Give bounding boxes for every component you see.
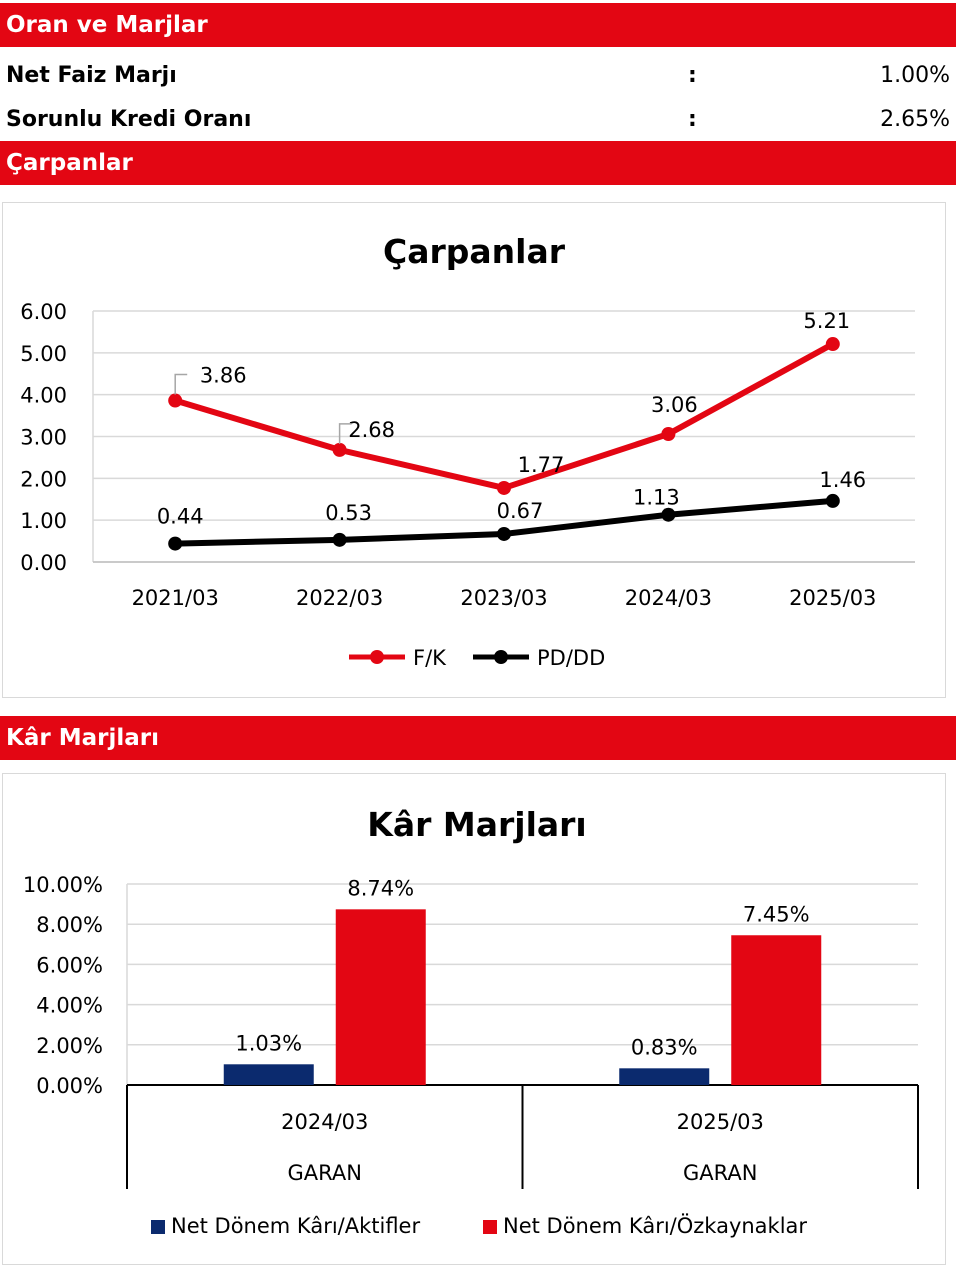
ratio-separator: : <box>688 107 697 132</box>
data-label: 1.46 <box>819 468 866 492</box>
ratio-separator: : <box>688 63 697 88</box>
data-point <box>332 442 347 457</box>
x-tick-ticker: GARAN <box>288 1161 362 1185</box>
data-label: 1.77 <box>518 453 565 477</box>
data-label: 0.67 <box>497 499 544 523</box>
legend-swatch <box>151 1220 165 1234</box>
y-tick-label: 2.00 <box>20 467 67 491</box>
x-tick-label: 2025/03 <box>677 1110 764 1134</box>
data-point <box>497 480 511 495</box>
y-tick-label: 3.00 <box>20 426 67 450</box>
ratio-label: Sorunlu Kredi Oranı <box>6 107 252 132</box>
y-tick-label: 5.00 <box>20 342 67 366</box>
data-label: 8.74% <box>347 876 414 900</box>
ratio-value: 2.65% <box>880 107 950 132</box>
data-label: 3.06 <box>651 393 698 417</box>
series-line-fk <box>174 341 835 491</box>
y-tick-label: 10.00% <box>23 873 103 897</box>
y-tick-label: 4.00% <box>36 994 103 1018</box>
ratio-label: Net Faiz Marjı <box>6 63 177 88</box>
ratio-row-net-faiz-marji: Net Faiz Marjı : 1.00% <box>0 54 956 98</box>
leader-line <box>174 373 188 395</box>
carpanlar-line-chart: Çarpanlar 6.00 5.00 4.00 3.00 2.00 1.00 0.00 202… <box>20 232 915 670</box>
data-point <box>661 426 676 441</box>
y-tick-label: 6.00 <box>20 300 67 324</box>
data-label: 0.44 <box>157 505 204 529</box>
y-tick-label: 0.00% <box>36 1074 103 1098</box>
bar <box>619 1068 710 1085</box>
data-label: 7.45% <box>743 902 810 926</box>
kar-marjlari-chart-panel: Kâr Marjları 10.00% 8.00% 6.00% 4.00% 2.00% 0.… <box>2 773 946 1265</box>
data-point <box>825 493 840 508</box>
x-tick-ticker: GARAN <box>683 1161 757 1185</box>
data-point <box>497 526 511 541</box>
data-label: 1.13 <box>633 486 680 510</box>
data-label: 1.03% <box>235 1031 302 1055</box>
kar-marjlari-bar-chart: Kâr Marjları 10.00% 8.00% 6.00% 4.00% 2.00% 0.… <box>23 805 919 1238</box>
data-point <box>825 337 840 352</box>
x-tick-label: 2022/03 <box>296 586 383 610</box>
x-tick-label: 2023/03 <box>460 586 547 610</box>
data-label: 0.83% <box>631 1035 698 1059</box>
section-header-carpanlar: Çarpanlar <box>0 141 956 185</box>
y-tick-label: 4.00 <box>20 384 67 408</box>
legend-marker <box>370 650 384 664</box>
bar <box>223 1064 314 1085</box>
y-tick-label: 1.00 <box>20 509 67 533</box>
chart-title: Çarpanlar <box>383 232 566 271</box>
data-point <box>168 393 183 408</box>
data-label: 3.86 <box>200 364 247 388</box>
chart-title: Kâr Marjları <box>367 805 586 844</box>
y-tick-label: 0.00 <box>20 551 67 575</box>
x-tick-label: 2024/03 <box>625 586 712 610</box>
data-point <box>661 507 676 522</box>
legend-label: F/K <box>413 646 447 670</box>
section-header-oran-ve-marjlar: Oran ve Marjlar <box>0 3 956 47</box>
legend-label: Net Dönem Kârı/Özkaynaklar <box>503 1213 807 1238</box>
data-label: 5.21 <box>803 309 850 333</box>
data-point <box>168 536 183 551</box>
carpanlar-chart-panel: Çarpanlar 6.00 5.00 4.00 3.00 2.00 1.00 0.00 202… <box>2 202 946 698</box>
data-label: 2.68 <box>348 418 395 442</box>
leader-line <box>338 423 352 444</box>
legend-label: PD/DD <box>537 646 605 670</box>
data-point <box>332 532 347 547</box>
y-tick-label: 6.00% <box>36 953 103 977</box>
x-tick-label: 2021/03 <box>132 586 219 610</box>
y-tick-label: 2.00% <box>36 1034 103 1058</box>
ratio-row-sorunlu-kredi-orani: Sorunlu Kredi Oranı : 2.65% <box>0 98 956 142</box>
ratio-value: 1.00% <box>880 63 950 88</box>
bar <box>731 935 822 1085</box>
x-tick-label: 2024/03 <box>281 1110 368 1134</box>
legend-swatch <box>483 1220 497 1234</box>
x-tick-label: 2025/03 <box>789 586 876 610</box>
legend-marker <box>494 650 508 664</box>
y-tick-label: 8.00% <box>36 913 103 937</box>
bar <box>335 909 426 1085</box>
legend-label: Net Dönem Kârı/Aktifler <box>171 1214 420 1238</box>
section-header-kar-marjlari: Kâr Marjları <box>0 716 956 760</box>
data-label: 0.53 <box>325 501 372 525</box>
